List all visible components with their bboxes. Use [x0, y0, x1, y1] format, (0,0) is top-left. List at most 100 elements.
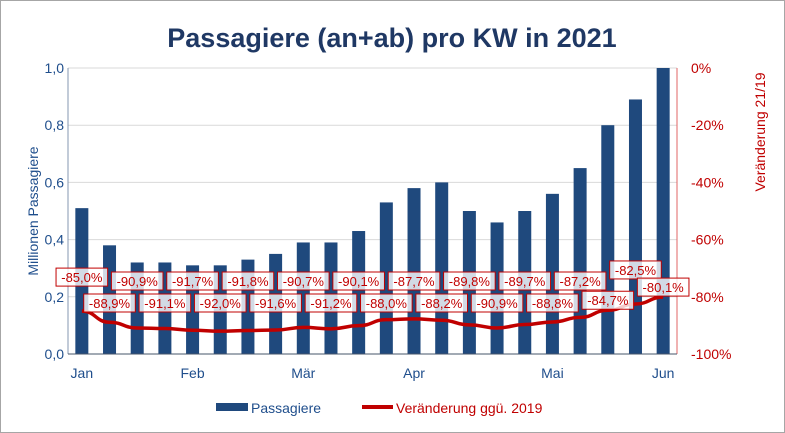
data-label-box	[110, 271, 164, 291]
data-label: -88,0%	[360, 293, 413, 313]
x-tick-label: Feb	[181, 365, 205, 381]
legend-bar-label: Passagiere	[251, 400, 321, 416]
data-label: -91,8%	[221, 271, 275, 291]
data-label: -84,7%	[581, 290, 635, 310]
bar	[628, 99, 642, 355]
data-label-text: -82,5%	[615, 263, 657, 278]
x-tick-label: Jun	[652, 365, 675, 381]
data-label-text: -87,2%	[560, 274, 602, 289]
data-label: -88,2%	[415, 293, 469, 313]
data-label: -80,1%	[636, 277, 690, 297]
data-label: -91,1%	[138, 293, 192, 313]
data-label-text: -90,9%	[476, 296, 518, 311]
data-label-text: -89,7%	[504, 274, 546, 289]
bar	[656, 68, 670, 354]
data-label-box	[332, 271, 385, 291]
change-line	[81, 295, 664, 333]
data-label-box	[636, 277, 690, 297]
data-label-text: -90,7%	[283, 274, 325, 289]
data-label-text: -91,8%	[227, 274, 269, 289]
data-label: -88,8%	[526, 293, 579, 313]
data-label-text: -85,0%	[61, 270, 103, 285]
data-label: -90,9%	[470, 293, 524, 313]
data-label: -88,9%	[83, 293, 136, 313]
legend-line-label: Veränderung ggü. 2019	[396, 400, 543, 416]
bar	[379, 202, 393, 354]
y2-tick-label: 0%	[691, 60, 711, 76]
data-label-box	[387, 271, 441, 291]
data-label-box	[360, 293, 413, 313]
bar	[407, 188, 421, 354]
x-tick-label: Mär	[291, 365, 315, 381]
y2-tick-label: -60%	[691, 232, 724, 248]
data-label-text: -90,9%	[117, 274, 159, 289]
data-label-text: -87,7%	[393, 274, 435, 289]
data-label: -87,7%	[387, 271, 441, 291]
y2-tick-label: -40%	[691, 174, 724, 190]
data-label-box	[304, 293, 358, 313]
data-label-text: -88,8%	[532, 296, 574, 311]
x-tick-label: Jan	[71, 365, 94, 381]
data-label-box	[166, 271, 219, 291]
data-label-box	[83, 293, 136, 313]
x-tick-label: Apr	[403, 365, 425, 381]
data-label-text: -88,0%	[366, 296, 408, 311]
data-label: -89,7%	[498, 271, 552, 291]
data-label-text: -90,1%	[338, 274, 380, 289]
data-label: -90,7%	[276, 271, 330, 291]
data-label-text: -91,1%	[144, 296, 186, 311]
data-label-box	[526, 293, 579, 313]
data-label: -91,6%	[249, 293, 302, 313]
data-label-box	[55, 267, 109, 287]
data-label-text: -92,0%	[200, 296, 242, 311]
bar	[573, 168, 587, 354]
x-tick-label: Mai	[541, 365, 564, 381]
data-label-box	[609, 260, 662, 280]
data-label-box	[138, 293, 192, 313]
data-label-box	[249, 293, 302, 313]
data-label-box	[276, 271, 330, 291]
bar	[490, 222, 504, 354]
data-label-box	[415, 293, 469, 313]
y-tick-label: 0,6	[45, 174, 65, 190]
data-label: -89,8%	[443, 271, 496, 291]
data-label-text: -91,2%	[310, 296, 352, 311]
data-label-text: -88,2%	[421, 296, 463, 311]
data-label: -82,5%	[609, 260, 662, 280]
data-label: -92,0%	[193, 293, 247, 313]
data-label: -90,9%	[110, 271, 164, 291]
y-axis-label: Millionen Passagiere	[25, 146, 41, 275]
y2-axis-label: Veränderung 21/19	[752, 72, 768, 191]
data-label-text: -89,8%	[449, 274, 491, 289]
data-label-text: -84,7%	[587, 293, 629, 308]
data-label-text: -88,9%	[89, 296, 131, 311]
data-label-text: -91,6%	[255, 296, 297, 311]
data-label-text: -80,1%	[643, 280, 685, 295]
data-label-box	[221, 271, 275, 291]
y-tick-label: 0,0	[45, 346, 65, 362]
bar	[352, 231, 366, 354]
y-tick-label: 1,0	[45, 60, 65, 76]
data-label-box	[443, 271, 496, 291]
bar	[435, 182, 449, 354]
data-label: -91,2%	[304, 293, 358, 313]
data-label-box	[470, 293, 524, 313]
data-label: -85,0%	[55, 267, 109, 287]
chart-title: Passagiere (an+ab) pro KW in 2021	[167, 23, 616, 53]
y2-tick-label: -80%	[691, 289, 724, 305]
data-label-box	[498, 271, 552, 291]
y2-tick-label: -20%	[691, 117, 724, 133]
data-label: -90,1%	[332, 271, 385, 291]
legend-bar-swatch	[216, 403, 248, 411]
data-label-box	[581, 290, 635, 310]
bar	[545, 193, 559, 354]
y-tick-label: 0,2	[45, 289, 65, 305]
data-label-box	[193, 293, 247, 313]
y-tick-label: 0,4	[45, 232, 65, 248]
legend: Passagiere Veränderung ggü. 2019	[216, 400, 543, 416]
data-label: -87,2%	[553, 271, 607, 291]
bar	[601, 125, 615, 354]
data-label: -91,7%	[166, 271, 219, 291]
y-tick-label: 0,8	[45, 117, 65, 133]
